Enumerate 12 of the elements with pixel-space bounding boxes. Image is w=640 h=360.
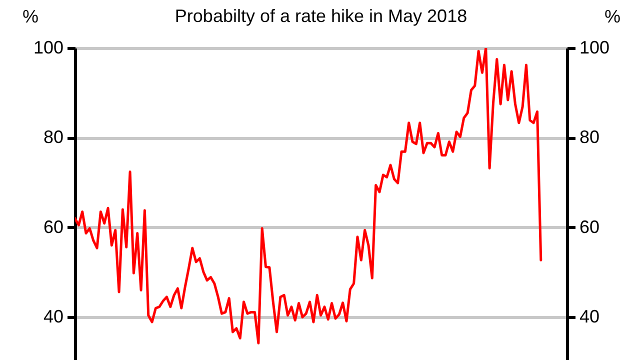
y-tick-label: 60 — [43, 216, 64, 237]
chart-title: Probabilty of a rate hike in May 2018 — [174, 6, 468, 26]
y2-tick-label: 60 — [580, 216, 600, 237]
y2-tick-label: 80 — [580, 127, 600, 148]
y2-tick-label: 100 — [580, 38, 610, 58]
y-tick-label: 80 — [43, 127, 64, 148]
y-tick-label: 100 — [33, 38, 64, 58]
y2-tick-label: 40 — [580, 306, 600, 327]
y-axis-title: % — [22, 6, 39, 26]
line-series — [75, 48, 542, 344]
y-tick-label: 40 — [43, 306, 64, 327]
y2-axis-title: % — [604, 6, 621, 26]
